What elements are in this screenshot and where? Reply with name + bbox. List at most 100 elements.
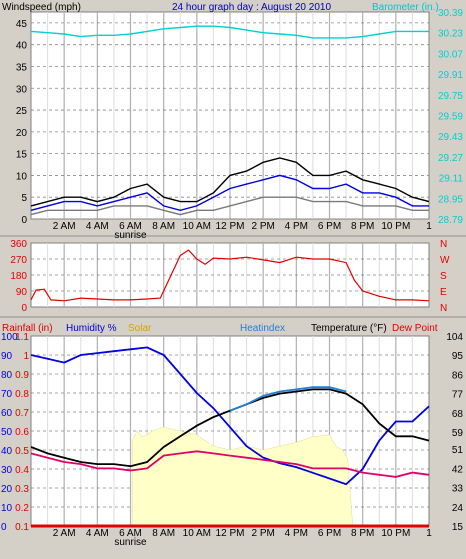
- barometer-tick-label: 29.75: [438, 91, 463, 102]
- compass-tick-label: N: [440, 239, 447, 250]
- rainfall-tick-label: 0.5: [15, 446, 29, 457]
- series-dew-point: [30, 450, 430, 478]
- legend-heatindex: Heatindex: [240, 323, 285, 334]
- series-humidity: [30, 346, 430, 486]
- main-x-label: 4 PM: [285, 528, 308, 539]
- wind-tick-label: 45: [16, 19, 28, 30]
- rainfall-tick-label: 0.7: [15, 408, 29, 419]
- main-x-label: 12 PM: [216, 528, 245, 539]
- wind-tick-label: 5: [21, 193, 27, 204]
- wind-x-label: 2 AM: [53, 221, 76, 232]
- barometer-tick-label: 30.07: [438, 49, 463, 60]
- series-wind-gust: [30, 157, 430, 207]
- temperature-tick-label: 104: [446, 332, 463, 343]
- series-wind-direction: [30, 249, 430, 302]
- wind-x-label: 10 AM: [183, 221, 211, 232]
- series-heatindex: [229, 386, 347, 412]
- wind-x-label: 2 PM: [251, 221, 274, 232]
- legend-solar: Solar: [128, 323, 152, 334]
- main-x-label: 10 AM: [183, 528, 211, 539]
- wind-x-label: 12 PM: [216, 221, 245, 232]
- wind-tick-label: 15: [16, 150, 28, 161]
- direction-tick-label: 270: [10, 255, 27, 266]
- wind-tick-label: 25: [16, 106, 28, 117]
- sunrise-marker-label: sunrise: [114, 230, 147, 241]
- temperature-tick-label: 24: [452, 503, 464, 514]
- humidity-tick-label: 80: [1, 370, 13, 381]
- barometer-tick-label: 28.95: [438, 194, 463, 205]
- main-x-label: 4 AM: [86, 528, 109, 539]
- rainfall-tick-label: 0.1: [15, 522, 29, 533]
- series-wind-speed: [30, 174, 429, 212]
- temperature-tick-label: 77: [452, 390, 464, 401]
- main-x-label: 10 PM: [381, 528, 410, 539]
- barometer-tick-label: 30.39: [438, 8, 463, 19]
- humidity-tick-label: 90: [1, 351, 13, 362]
- main-x-label: 2 PM: [251, 528, 274, 539]
- barometer-tick-label: 28.79: [438, 215, 463, 226]
- humidity-tick-label: 20: [1, 484, 13, 495]
- compass-tick-label: S: [440, 271, 447, 282]
- temperature-tick-label: 51: [452, 445, 464, 456]
- wind-tick-label: 10: [16, 171, 28, 182]
- barometer-tick-label: 29.27: [438, 153, 463, 164]
- legend-humidity: Humidity %: [66, 323, 117, 334]
- direction-tick-label: 90: [16, 287, 28, 298]
- wind-x-label: 8 AM: [152, 221, 175, 232]
- rainfall-tick-label: 0.3: [15, 484, 29, 495]
- humidity-tick-label: 50: [1, 427, 13, 438]
- wind-tick-label: 35: [16, 62, 28, 73]
- wind-tick-label: 0: [21, 215, 27, 226]
- humidity-tick-label: 60: [1, 408, 13, 419]
- barometer-tick-label: 29.59: [438, 112, 463, 123]
- rainfall-tick-label: 0.4: [15, 465, 29, 476]
- rainfall-tick-label: 0.2: [15, 503, 29, 514]
- wind-tick-label: 40: [16, 41, 28, 52]
- compass-tick-label: N: [440, 303, 447, 314]
- wind-x-label: 1: [426, 221, 432, 232]
- humidity-tick-label: 40: [1, 446, 13, 457]
- legend-temperature: Temperature (°F): [311, 323, 387, 334]
- series-barometer-in: [30, 25, 429, 39]
- barometer-tick-label: 30.23: [438, 29, 463, 40]
- humidity-tick-label: 30: [1, 465, 13, 476]
- main-x-label: 8 PM: [351, 528, 374, 539]
- humidity-tick-label: 100: [1, 332, 18, 343]
- temperature-tick-label: 33: [452, 484, 464, 495]
- compass-tick-label: W: [440, 255, 450, 266]
- wind-x-label: 8 PM: [351, 221, 374, 232]
- direction-tick-label: 0: [21, 303, 27, 314]
- temperature-tick-label: 86: [452, 370, 464, 381]
- wind-axis-title: Windspeed (mph): [2, 2, 81, 13]
- rainfall-tick-label: 1.1: [15, 332, 29, 343]
- rainfall-tick-label: 0.6: [15, 427, 29, 438]
- barometer-tick-label: 29.91: [438, 70, 463, 81]
- main-x-label: 1: [426, 528, 432, 539]
- main-x-label: 8 AM: [152, 528, 175, 539]
- chart-title: 24 hour graph day : August 20 2010: [172, 2, 331, 13]
- rainfall-tick-label: 1: [23, 351, 29, 362]
- temperature-tick-label: 15: [452, 522, 464, 533]
- barometer-axis-title: Barometer (in.): [372, 2, 439, 13]
- wind-x-label: 4 PM: [285, 221, 308, 232]
- sunrise-marker-label: sunrise: [114, 537, 147, 548]
- wind-x-label: 6 AM: [119, 221, 142, 232]
- humidity-tick-label: 70: [1, 389, 13, 400]
- wind-x-label: 6 PM: [318, 221, 341, 232]
- legend-dewpoint: Dew Point: [392, 323, 438, 334]
- wind-tick-label: 30: [16, 84, 28, 95]
- rainfall-tick-label: 0.9: [15, 370, 29, 381]
- direction-tick-label: 180: [10, 271, 27, 282]
- wind-tick-label: 20: [16, 128, 28, 139]
- temperature-tick-label: 68: [452, 409, 464, 420]
- main-x-label: 6 PM: [318, 528, 341, 539]
- temperature-tick-label: 95: [452, 351, 464, 362]
- wind-x-label: 4 AM: [86, 221, 109, 232]
- compass-tick-label: E: [440, 287, 447, 298]
- barometer-tick-label: 29.11: [439, 174, 464, 185]
- series-wind-avg: [30, 196, 429, 216]
- barometer-tick-label: 29.43: [438, 132, 463, 143]
- humidity-tick-label: 10: [1, 503, 13, 514]
